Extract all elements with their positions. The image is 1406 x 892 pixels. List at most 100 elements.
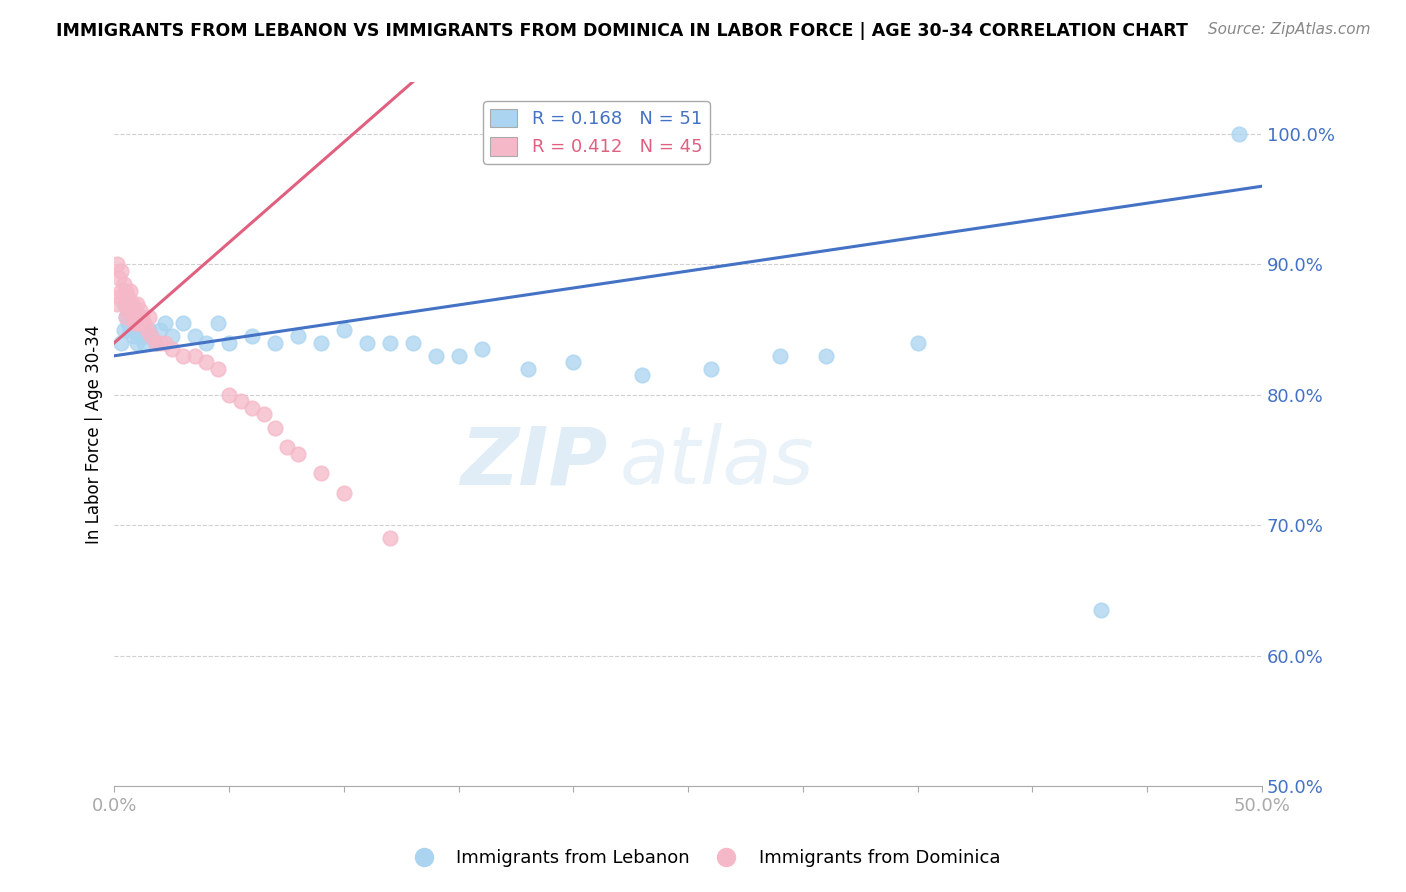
Point	[153, 316, 176, 330]
Point	[287, 447, 309, 461]
Point	[121, 310, 143, 324]
Point	[117, 303, 139, 318]
Point	[124, 323, 146, 337]
Point	[127, 316, 149, 330]
Point	[149, 335, 172, 350]
Point	[138, 323, 160, 337]
Point	[1227, 127, 1250, 141]
Point	[112, 323, 135, 337]
Point	[117, 303, 139, 318]
Point	[135, 323, 157, 337]
Point	[117, 316, 139, 330]
Point	[172, 316, 194, 330]
Point	[110, 284, 132, 298]
Point	[240, 401, 263, 415]
Text: IMMIGRANTS FROM LEBANON VS IMMIGRANTS FROM DOMINICA IN LABOR FORCE | AGE 30-34 C: IMMIGRANTS FROM LEBANON VS IMMIGRANTS FR…	[56, 22, 1188, 40]
Point	[127, 316, 149, 330]
Text: atlas: atlas	[619, 423, 814, 501]
Point	[471, 343, 494, 357]
Point	[218, 388, 240, 402]
Y-axis label: In Labor Force | Age 30-34: In Labor Force | Age 30-34	[86, 325, 103, 543]
Point	[333, 323, 356, 337]
Point	[769, 349, 792, 363]
Legend: R = 0.168   N = 51, R = 0.412   N = 45: R = 0.168 N = 51, R = 0.412 N = 45	[484, 102, 710, 163]
Point	[135, 329, 157, 343]
Point	[425, 349, 447, 363]
Point	[139, 329, 162, 343]
Point	[378, 335, 401, 350]
Point	[145, 335, 167, 350]
Point	[128, 310, 150, 324]
Point	[128, 316, 150, 330]
Point	[134, 316, 156, 330]
Point	[252, 408, 274, 422]
Text: Source: ZipAtlas.com: Source: ZipAtlas.com	[1208, 22, 1371, 37]
Point	[120, 296, 142, 310]
Point	[127, 335, 149, 350]
Point	[172, 349, 194, 363]
Point	[149, 323, 172, 337]
Point	[131, 323, 153, 337]
Point	[131, 316, 153, 330]
Point	[907, 335, 929, 350]
Point	[195, 335, 218, 350]
Point	[115, 310, 138, 324]
Point	[207, 316, 229, 330]
Point	[264, 335, 287, 350]
Point	[120, 310, 142, 324]
Point	[207, 361, 229, 376]
Point	[124, 310, 146, 324]
Point	[276, 440, 298, 454]
Point	[108, 290, 131, 304]
Point	[1090, 603, 1112, 617]
Point	[184, 329, 207, 343]
Point	[115, 310, 138, 324]
Point	[105, 258, 128, 272]
Point	[138, 310, 160, 324]
Point	[240, 329, 263, 343]
Point	[195, 355, 218, 369]
Point	[562, 355, 585, 369]
Point	[120, 323, 142, 337]
Point	[128, 329, 150, 343]
Point	[814, 349, 837, 363]
Text: ZIP: ZIP	[460, 423, 607, 501]
Point	[124, 316, 146, 330]
Point	[631, 368, 654, 383]
Point	[160, 329, 183, 343]
Point	[139, 329, 162, 343]
Point	[117, 290, 139, 304]
Point	[145, 335, 167, 350]
Point	[110, 264, 132, 278]
Point	[333, 485, 356, 500]
Point	[378, 532, 401, 546]
Point	[184, 349, 207, 363]
Point	[287, 329, 309, 343]
Point	[128, 303, 150, 318]
Point	[700, 361, 723, 376]
Point	[356, 335, 378, 350]
Point	[309, 335, 332, 350]
Point	[229, 394, 252, 409]
Point	[105, 296, 128, 310]
Point	[131, 310, 153, 324]
Point	[153, 335, 176, 350]
Point	[124, 303, 146, 318]
Point	[115, 284, 138, 298]
Point	[121, 296, 143, 310]
Point	[120, 284, 142, 298]
Legend: Immigrants from Lebanon, Immigrants from Dominica: Immigrants from Lebanon, Immigrants from…	[399, 842, 1007, 874]
Point	[112, 296, 135, 310]
Point	[108, 270, 131, 285]
Point	[121, 316, 143, 330]
Point	[127, 296, 149, 310]
Point	[516, 361, 538, 376]
Point	[402, 335, 425, 350]
Point	[110, 335, 132, 350]
Point	[264, 420, 287, 434]
Point	[309, 466, 332, 480]
Point	[112, 277, 135, 291]
Point	[218, 335, 240, 350]
Point	[115, 296, 138, 310]
Point	[447, 349, 470, 363]
